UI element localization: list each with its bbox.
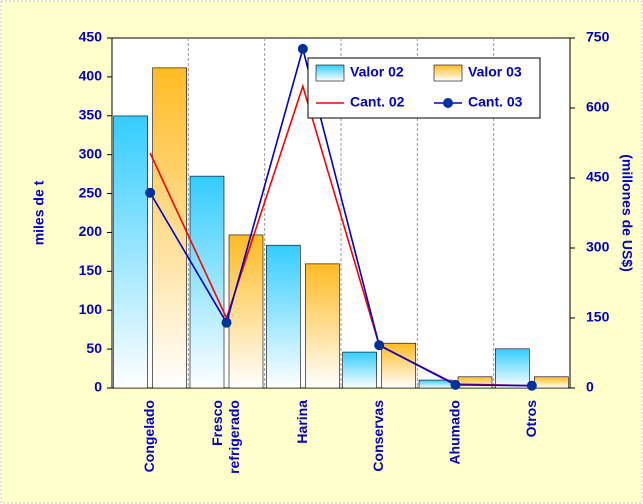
marker [145,187,156,198]
bar [305,263,340,389]
bar [534,376,569,389]
x-tick-label: Congelado [141,400,157,472]
y2-tick-label: 300 [586,239,610,255]
y-tick-label: 400 [79,68,103,84]
legend-label: Cant. 03 [468,94,523,110]
y-tick-label: 50 [86,340,102,356]
y-tick-label: 300 [79,145,103,161]
x-tick-label-line: Congelado [141,400,157,472]
marker [450,379,461,390]
y-tick-label: 100 [79,301,103,317]
y-tick-label: 450 [79,29,103,45]
legend-swatch [433,64,463,82]
legend-label: Cant. 02 [350,94,405,110]
y2-tick-label: 750 [586,29,610,45]
bar [113,115,148,389]
bar [495,348,530,389]
y-tick-label: 0 [94,379,102,395]
line [149,45,532,387]
x-tick-label: Otros [523,400,539,438]
y-tick-label: 150 [79,262,103,278]
legend-swatch [315,64,345,82]
bar [152,67,187,389]
marker [297,43,308,54]
bar [342,351,377,389]
y-tick-label: 250 [79,184,103,200]
legend-label: Valor 02 [350,64,404,80]
y-tick-label: 350 [79,106,103,122]
x-tick-label-line: Otros [523,400,539,438]
bar [189,175,225,389]
legend-box [307,57,541,119]
x-tick-label: Conservas [370,400,386,472]
x-tick-label-line: Conservas [370,400,386,472]
bar [266,244,301,389]
y2-tick-label: 0 [586,379,594,395]
x-tick-label-line: Fresco [209,400,225,446]
x-tick-label-line: Ahumado [446,400,462,465]
legend-label: Valor 03 [468,64,522,80]
x-tick-label: Frescorefrigerado [209,400,242,474]
y2-tick-label: 150 [586,309,610,325]
x-tick-label-line: Harina [294,400,310,444]
y2-axis-label: (millones de US$) [619,154,635,271]
x-tick-label-line: refrigerado [226,400,242,474]
y-tick-label: 200 [79,223,103,239]
y-axis-label: miles de t [31,180,47,245]
y2-tick-label: 600 [586,99,610,115]
legend-marker [443,98,453,108]
marker [526,380,537,391]
x-tick-label: Harina [294,400,310,444]
x-tick-label: Ahumado [446,400,462,465]
marker [374,340,385,351]
marker [221,317,232,328]
bar [381,342,416,389]
y2-tick-label: 450 [586,169,610,185]
bar [457,376,493,389]
